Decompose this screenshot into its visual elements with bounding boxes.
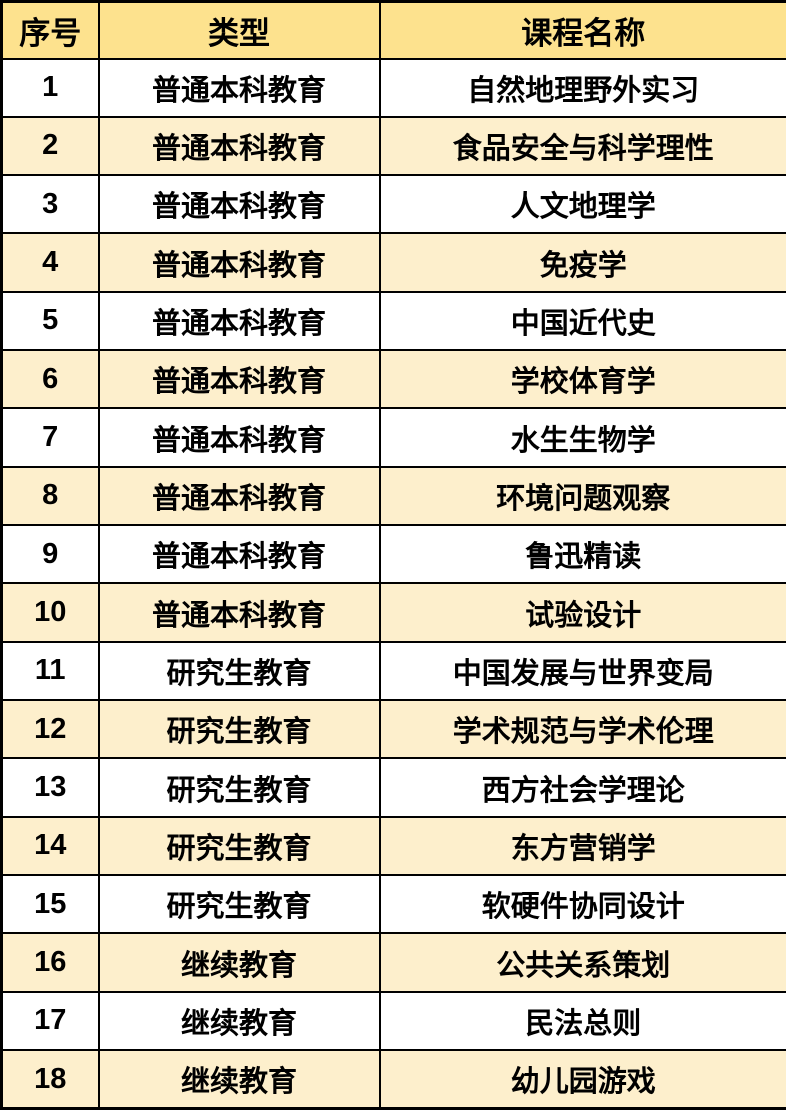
table-row: 11 研究生教育 中国发展与世界变局 [0, 640, 786, 702]
row-type-cell: 普通本科教育 [97, 524, 381, 585]
header-row: 序号 类型 课程名称 [0, 0, 786, 60]
table-row: 2 普通本科教育 食品安全与科学理性 [0, 115, 786, 177]
row-index-cell: 14 [0, 815, 100, 877]
row-index-cell: 6 [0, 349, 100, 410]
row-course-cell: 西方社会学理论 [378, 757, 786, 818]
row-index-cell: 8 [0, 465, 100, 527]
row-type-cell: 普通本科教育 [97, 582, 381, 643]
row-type-cell: 继续教育 [97, 932, 381, 993]
table-body: 1 普通本科教育 自然地理野外实习 2 普通本科教育 食品安全与科学理性 3 普… [0, 57, 786, 1110]
row-type-cell: 普通本科教育 [97, 349, 381, 410]
table-row: 7 普通本科教育 水生生物学 [0, 407, 786, 468]
row-index-cell: 17 [0, 990, 100, 1052]
row-course-cell: 公共关系策划 [378, 932, 786, 993]
row-index-cell: 16 [0, 932, 100, 993]
row-index-cell: 7 [0, 407, 100, 468]
table-row: 16 继续教育 公共关系策划 [0, 932, 786, 993]
row-type-cell: 普通本科教育 [97, 290, 381, 352]
row-index-cell: 4 [0, 232, 100, 293]
column-header-type: 类型 [97, 0, 381, 60]
row-course-cell: 学校体育学 [378, 349, 786, 410]
row-course-cell: 免疫学 [378, 232, 786, 293]
row-course-cell: 学术规范与学术伦理 [378, 699, 786, 760]
row-type-cell: 研究生教育 [97, 815, 381, 877]
row-index-cell: 11 [0, 640, 100, 702]
row-index-cell: 12 [0, 699, 100, 760]
table-row: 8 普通本科教育 环境问题观察 [0, 465, 786, 527]
row-index-cell: 10 [0, 582, 100, 643]
table-row: 6 普通本科教育 学校体育学 [0, 349, 786, 410]
row-course-cell: 中国近代史 [378, 290, 786, 352]
table-row: 9 普通本科教育 鲁迅精读 [0, 524, 786, 585]
row-type-cell: 普通本科教育 [97, 57, 381, 118]
row-course-cell: 环境问题观察 [378, 465, 786, 527]
row-type-cell: 普通本科教育 [97, 115, 381, 177]
table-row: 18 继续教育 幼儿园游戏 [0, 1049, 786, 1110]
row-index-cell: 13 [0, 757, 100, 818]
row-course-cell: 幼儿园游戏 [378, 1049, 786, 1110]
row-index-cell: 1 [0, 57, 100, 118]
row-type-cell: 继续教育 [97, 1049, 381, 1110]
table-row: 12 研究生教育 学术规范与学术伦理 [0, 699, 786, 760]
table-row: 4 普通本科教育 免疫学 [0, 232, 786, 293]
table-row: 3 普通本科教育 人文地理学 [0, 174, 786, 235]
row-type-cell: 继续教育 [97, 990, 381, 1052]
table-row: 17 继续教育 民法总则 [0, 990, 786, 1052]
row-index-cell: 5 [0, 290, 100, 352]
row-type-cell: 研究生教育 [97, 874, 381, 935]
row-course-cell: 人文地理学 [378, 174, 786, 235]
row-type-cell: 研究生教育 [97, 757, 381, 818]
row-course-cell: 软硬件协同设计 [378, 874, 786, 935]
row-course-cell: 东方营销学 [378, 815, 786, 877]
row-course-cell: 自然地理野外实习 [378, 57, 786, 118]
table-row: 13 研究生教育 西方社会学理论 [0, 757, 786, 818]
table-row: 10 普通本科教育 试验设计 [0, 582, 786, 643]
row-course-cell: 食品安全与科学理性 [378, 115, 786, 177]
row-course-cell: 鲁迅精读 [378, 524, 786, 585]
column-header-course-name: 课程名称 [378, 0, 786, 60]
row-type-cell: 普通本科教育 [97, 465, 381, 527]
row-course-cell: 试验设计 [378, 582, 786, 643]
table-row: 14 研究生教育 东方营销学 [0, 815, 786, 877]
column-header-index: 序号 [0, 0, 100, 60]
row-type-cell: 研究生教育 [97, 640, 381, 702]
row-type-cell: 普通本科教育 [97, 232, 381, 293]
table-row: 15 研究生教育 软硬件协同设计 [0, 874, 786, 935]
row-type-cell: 普通本科教育 [97, 407, 381, 468]
row-index-cell: 15 [0, 874, 100, 935]
row-index-cell: 2 [0, 115, 100, 177]
table-row: 5 普通本科教育 中国近代史 [0, 290, 786, 352]
table-row: 1 普通本科教育 自然地理野外实习 [0, 57, 786, 118]
row-course-cell: 水生生物学 [378, 407, 786, 468]
row-course-cell: 民法总则 [378, 990, 786, 1052]
row-type-cell: 普通本科教育 [97, 174, 381, 235]
row-type-cell: 研究生教育 [97, 699, 381, 760]
row-index-cell: 18 [0, 1049, 100, 1110]
row-index-cell: 3 [0, 174, 100, 235]
row-index-cell: 9 [0, 524, 100, 585]
row-course-cell: 中国发展与世界变局 [378, 640, 786, 702]
